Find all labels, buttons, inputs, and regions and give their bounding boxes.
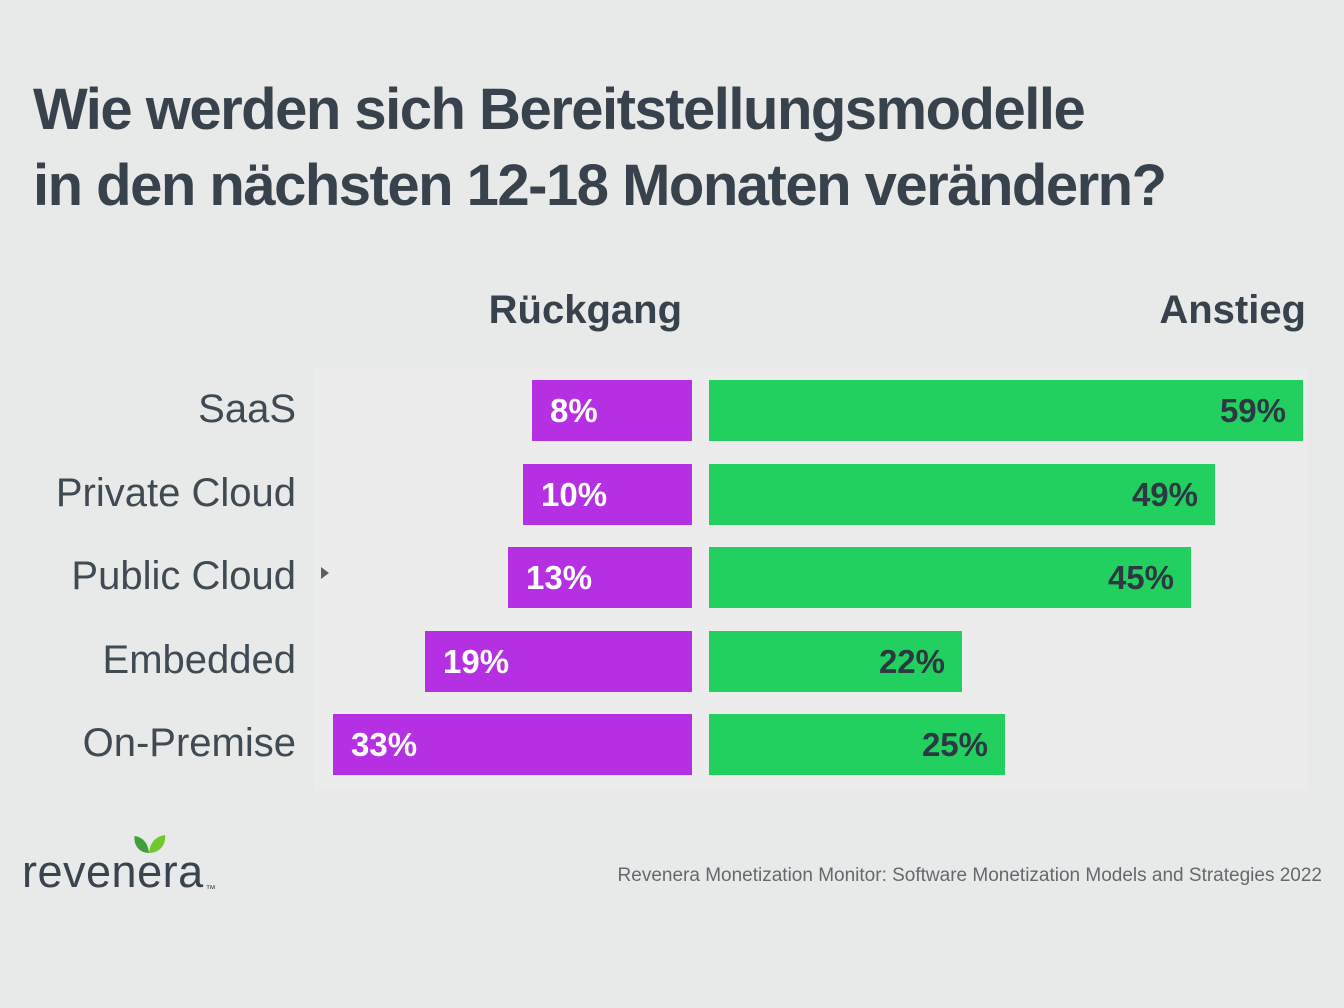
revenera-logo: reven era ™ — [22, 835, 217, 898]
increase-bar: 49% — [709, 464, 1215, 525]
source-attribution: Revenera Monetization Monitor: Software … — [617, 865, 1322, 886]
chart-rows: SaaS 8% 59% Private Cloud 10% 49% Public Cloud… — [0, 380, 1344, 792]
increase-bar: 25% — [709, 714, 1005, 775]
chart-row: SaaS 8% 59% — [0, 380, 1344, 441]
increase-bar: 45% — [709, 547, 1191, 608]
page-title-line1: Wie werden sich Bereitstellungsmodelle — [33, 77, 1086, 142]
page-title-line2: in den nächsten 12-18 Monaten verändern? — [33, 153, 1167, 218]
column-header-decline: Rückgang — [488, 288, 682, 332]
chart-row: On-Premise 33% 25% — [0, 714, 1344, 775]
category-label: On-Premise — [82, 721, 296, 765]
increase-bar: 22% — [709, 631, 962, 692]
logo-text-end: ra — [162, 846, 204, 897]
bar-value-label: 45% — [1107, 559, 1174, 596]
leaf-icon — [134, 835, 166, 853]
chart-row: Embedded 19% 22% — [0, 631, 1344, 692]
logo-letter-e: e — [134, 835, 166, 898]
bar-value-label: 25% — [921, 726, 988, 763]
page-title: Wie werden sich Bereitstellungsmodelle i… — [33, 72, 1167, 224]
bar-value-label: 13% — [526, 559, 593, 596]
category-label: SaaS — [198, 387, 296, 431]
bar-value-label: 10% — [541, 476, 608, 513]
chart-row: Private Cloud 10% 49% — [0, 464, 1344, 525]
bar-value-label: 59% — [1219, 392, 1286, 429]
decline-bar: 33% — [333, 714, 692, 775]
decline-bar: 19% — [425, 631, 692, 692]
decline-bar: 13% — [508, 547, 692, 608]
bar-value-label: 22% — [878, 643, 945, 680]
cursor-arrow-icon — [321, 567, 329, 579]
decline-bar: 8% — [532, 380, 692, 441]
column-header-increase: Anstieg — [1159, 288, 1306, 332]
bar-value-label: 19% — [443, 643, 510, 680]
category-label: Private Cloud — [55, 471, 296, 515]
increase-bar: 59% — [709, 380, 1303, 441]
chart-row: Public Cloud 13% 45% — [0, 547, 1344, 608]
logo-trademark: ™ — [205, 884, 217, 895]
bar-value-label: 33% — [351, 726, 418, 763]
bar-value-label: 8% — [550, 392, 598, 429]
category-label: Public Cloud — [71, 554, 296, 598]
category-label: Embedded — [102, 638, 296, 682]
decline-bar: 10% — [523, 464, 692, 525]
bar-value-label: 49% — [1131, 476, 1198, 513]
logo-text-start: reven — [22, 846, 138, 897]
